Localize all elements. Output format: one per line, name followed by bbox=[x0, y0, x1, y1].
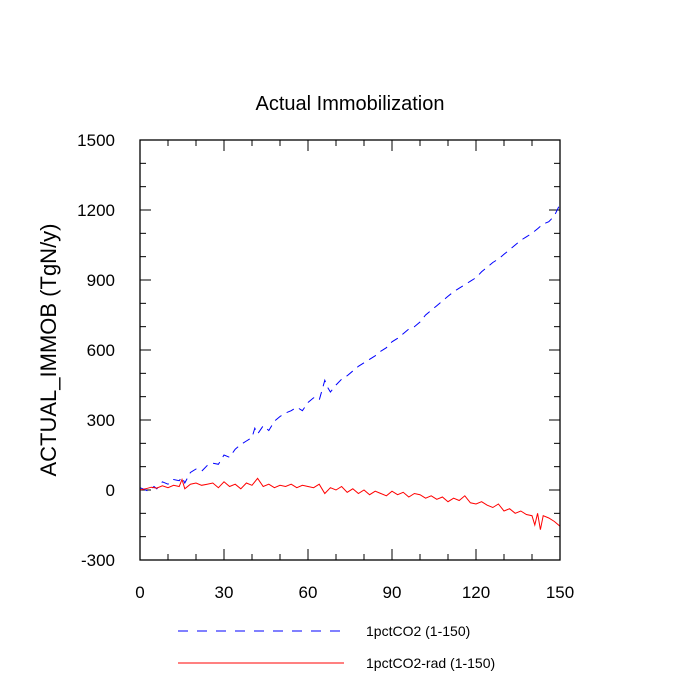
y-axis-label: ACTUAL_IMMOB (TgN/y) bbox=[36, 223, 61, 476]
y-tick-label: 300 bbox=[87, 411, 115, 430]
legend-label-1: 1pctCO2-rad (1-150) bbox=[366, 655, 495, 671]
x-tick-label: 0 bbox=[135, 583, 144, 602]
series-layer bbox=[139, 203, 561, 530]
y-tick-label: 600 bbox=[87, 341, 115, 360]
x-tick-label: 120 bbox=[462, 583, 490, 602]
y-tick-label: 0 bbox=[106, 481, 115, 500]
axis-ticks: 0 30 60 90 120 150 -300 0 300 600 900 1200 1500 bbox=[77, 131, 574, 602]
legend: 1pctCO2 (1-150) 1pctCO2-rad (1-150) bbox=[178, 623, 495, 671]
series-line-0 bbox=[139, 203, 561, 492]
legend-label-0: 1pctCO2 (1-150) bbox=[366, 623, 470, 639]
y-tick-label: 1500 bbox=[77, 131, 115, 150]
x-tick-label: 30 bbox=[215, 583, 234, 602]
y-tick-label: 900 bbox=[87, 271, 115, 290]
x-tick-label: 150 bbox=[546, 583, 574, 602]
y-tick-label: -300 bbox=[81, 551, 115, 570]
plot-frame bbox=[139, 139, 561, 561]
x-tick-label: 60 bbox=[299, 583, 318, 602]
series-line-1 bbox=[139, 477, 561, 530]
chart-title: Actual Immobilization bbox=[256, 93, 445, 115]
x-tick-label: 90 bbox=[383, 583, 402, 602]
y-tick-label: 1200 bbox=[77, 201, 115, 220]
